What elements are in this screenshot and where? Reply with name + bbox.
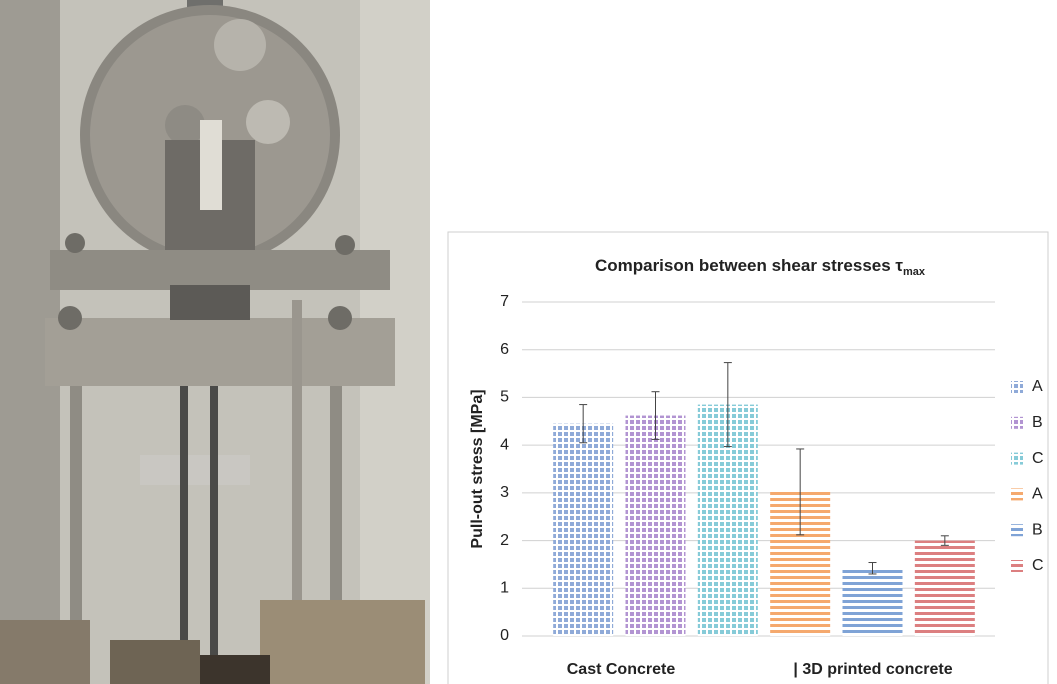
- y-tick-label: 1: [500, 580, 509, 597]
- y-tick-label: 6: [500, 341, 509, 358]
- bar: [915, 541, 975, 636]
- legend-label: A: [1032, 378, 1043, 395]
- y-tick-label: 2: [500, 532, 509, 549]
- legend-label: C: [1032, 450, 1044, 467]
- legend-swatch: [1011, 381, 1023, 393]
- y-tick-label: 0: [500, 627, 509, 644]
- figure: Comparison between shear stresses τmax P…: [0, 0, 1057, 684]
- bar: [553, 424, 613, 636]
- legend-label: C: [1032, 557, 1044, 574]
- y-tick-label: 5: [500, 389, 509, 406]
- legend-swatch: [1011, 488, 1023, 500]
- y-tick-label: 3: [500, 484, 509, 501]
- legend-swatch: [1011, 417, 1023, 429]
- legend-swatch: [1011, 560, 1023, 572]
- chart-title: Comparison between shear stresses τmax: [595, 256, 926, 277]
- photo: [0, 0, 430, 684]
- legend-swatch: [1011, 524, 1023, 536]
- legend-label: B: [1032, 521, 1043, 538]
- bar: [626, 416, 686, 636]
- y-tick-label: 7: [500, 293, 509, 310]
- y-tick-label: 4: [500, 436, 509, 453]
- bar: [843, 568, 903, 636]
- group-label: Cast Concrete: [567, 661, 676, 678]
- group-label: | 3D printed concrete: [793, 661, 952, 678]
- y-axis-label: Pull-out stress [MPa]: [469, 389, 486, 548]
- legend-label: A: [1032, 486, 1043, 503]
- legend-label: B: [1032, 414, 1043, 431]
- legend-swatch: [1011, 453, 1023, 465]
